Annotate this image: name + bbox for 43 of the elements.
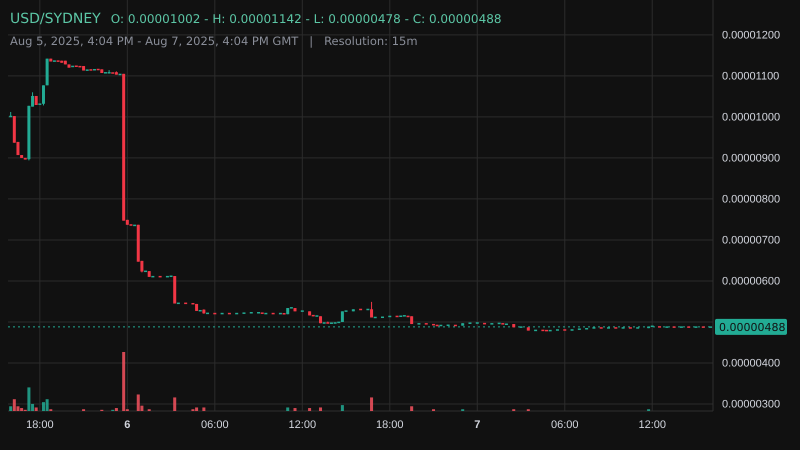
bar xyxy=(46,399,49,411)
bar xyxy=(173,397,176,411)
y-tick-label: 0.00000400 xyxy=(722,358,780,370)
bar xyxy=(410,406,414,411)
text: USD/SYDNEY xyxy=(10,11,102,27)
bar xyxy=(9,406,12,411)
y-tick-label: 0.00001000 xyxy=(722,111,780,124)
bar xyxy=(319,407,322,411)
annotation: Aug 5, 2025, 4:04 PM - Aug 7, 2025, 4:04 PM GMT | Resolution: 15m xyxy=(10,34,418,48)
x-tick-label: 12:00 xyxy=(288,418,316,431)
x-tick-label: 7 xyxy=(474,418,480,431)
y-tick-label: 0.00001200 xyxy=(722,29,780,42)
bar xyxy=(340,405,344,411)
bar xyxy=(27,387,30,411)
bar xyxy=(20,408,24,411)
bar xyxy=(202,407,206,411)
bar xyxy=(136,394,140,411)
x-tick-label: 06:00 xyxy=(201,418,229,431)
text: O: 0.00001002 - H: 0.00001142 - L: 0.00000478 - C: 0.00000488 xyxy=(110,12,502,26)
bar xyxy=(294,408,297,411)
y-tick-label: 0.00001100 xyxy=(722,70,780,82)
bar xyxy=(114,408,118,411)
y-tick-label: 0.00000800 xyxy=(722,193,780,206)
bar xyxy=(122,352,126,411)
candlestick xyxy=(370,301,374,318)
y-tick-label: 0.00000700 xyxy=(722,234,780,246)
x-tick-label: 06:00 xyxy=(550,418,579,431)
bar xyxy=(370,397,374,411)
bar xyxy=(286,407,290,411)
y-tick-label: 0.00000900 xyxy=(722,152,780,164)
candlestick xyxy=(42,84,45,106)
bar xyxy=(42,402,45,411)
ref-line-label: 0.00000488 xyxy=(719,320,786,334)
x-tick-label: 12:00 xyxy=(638,418,666,431)
x-tick-label: 18:00 xyxy=(26,418,54,431)
bar xyxy=(308,408,312,411)
bar xyxy=(34,407,38,411)
bar xyxy=(12,399,16,411)
y-tick-label: 0.00000300 xyxy=(722,398,780,411)
x-tick-label: 6 xyxy=(124,418,130,431)
bar xyxy=(195,407,198,411)
y-tick-label: 0.00000600 xyxy=(722,275,780,288)
x-tick-label: 18:00 xyxy=(376,418,404,431)
